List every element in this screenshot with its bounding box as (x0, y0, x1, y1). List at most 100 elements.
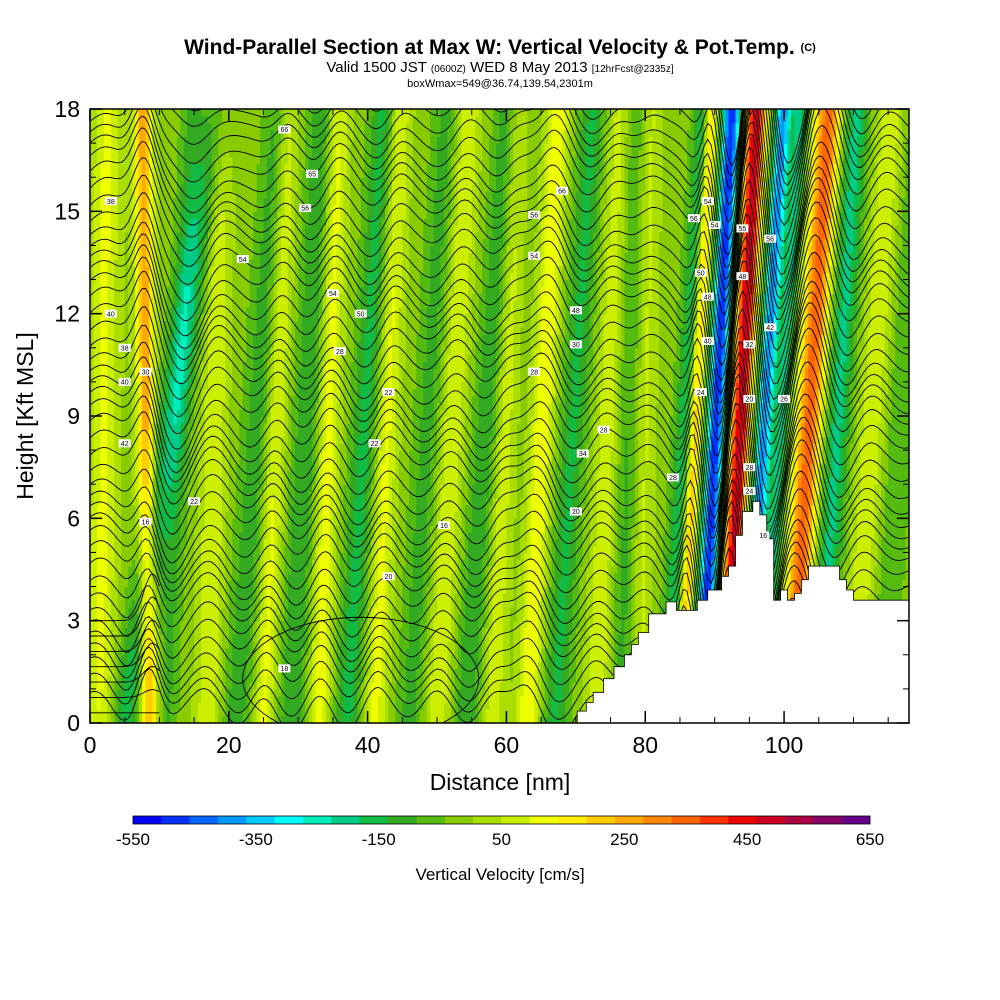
field-cell (412, 675, 417, 683)
field-cell (187, 572, 192, 581)
field-cell (142, 702, 147, 710)
field-cell (100, 661, 105, 670)
field-cell (492, 716, 497, 723)
field-cell (319, 682, 324, 690)
field-cell (131, 668, 136, 676)
field-cell (475, 695, 480, 704)
field-cell (183, 702, 188, 710)
field-cell (447, 709, 452, 717)
field-cell (90, 682, 95, 690)
field-cell (596, 641, 601, 649)
field-cell (454, 613, 459, 622)
field-cell (499, 620, 504, 629)
field-cell (409, 668, 414, 676)
field-cell (228, 668, 233, 676)
field-cell (391, 654, 396, 663)
field-cell (499, 654, 504, 663)
field-cell (367, 709, 372, 717)
field-cell (176, 613, 181, 622)
field-cell (207, 593, 213, 601)
field-cell (357, 647, 362, 656)
field-cell (360, 641, 365, 649)
field-cell (332, 641, 337, 649)
field-cell (201, 647, 206, 656)
field-cell (391, 579, 396, 588)
field-cell (322, 600, 327, 608)
field-cell (405, 661, 410, 670)
field-cell (107, 695, 112, 704)
field-cell (471, 654, 476, 663)
field-cell (555, 600, 560, 608)
field-cell (336, 675, 341, 683)
field-cell (90, 593, 95, 601)
field-cell (273, 675, 278, 683)
field-cell (145, 586, 150, 594)
field-cell (235, 661, 240, 670)
field-cell (280, 654, 285, 663)
field-cell (152, 627, 157, 635)
field-cell (180, 600, 185, 608)
field-cell (280, 682, 285, 690)
field-cell (201, 661, 206, 670)
field-cell (343, 661, 348, 670)
field-cell (405, 613, 410, 622)
field-cell (315, 634, 320, 642)
field-cell (534, 668, 539, 676)
field-cell (600, 682, 605, 690)
field-cell (537, 647, 542, 656)
field-cell (482, 709, 487, 717)
field-cell (291, 654, 296, 663)
field-cell (291, 695, 296, 704)
field-cell (204, 607, 209, 615)
field-cell (346, 600, 351, 608)
field-cell (405, 641, 410, 649)
field-cell (336, 634, 341, 642)
field-cell (159, 709, 164, 717)
field-cell (558, 688, 563, 697)
field-cell (614, 613, 619, 622)
field-cell (905, 586, 909, 594)
field-cell (617, 641, 622, 649)
field-cell (537, 654, 542, 663)
field-cell (319, 620, 324, 629)
field-cell (378, 716, 383, 723)
field-cell (159, 586, 164, 594)
field-cell (388, 647, 393, 656)
field-cell (614, 647, 619, 656)
field-cell (513, 716, 518, 723)
field-cell (870, 586, 875, 594)
field-cell (301, 634, 306, 642)
field-cell (103, 641, 108, 649)
field-cell (249, 586, 254, 594)
field-cell (516, 586, 521, 594)
field-cell (284, 688, 289, 697)
field-cell (423, 695, 428, 704)
field-cell (145, 702, 150, 710)
field-cell (520, 661, 525, 670)
field-cell (235, 607, 240, 615)
field-cell (423, 647, 428, 656)
field-cell (600, 641, 605, 649)
field-cell (194, 634, 199, 642)
field-cell (329, 675, 334, 683)
field-cell (100, 627, 105, 635)
field-cell (541, 620, 546, 629)
field-cell (437, 695, 442, 704)
field-cell (655, 579, 660, 588)
field-cell (395, 627, 400, 635)
field-cell (315, 688, 320, 697)
field-cell (555, 654, 560, 663)
field-cell (353, 593, 358, 601)
field-cell (270, 654, 275, 663)
field-cell (228, 620, 233, 629)
field-cell (454, 600, 459, 608)
field-cell (336, 613, 341, 622)
field-cell (173, 620, 178, 629)
field-cell (548, 593, 553, 601)
field-cell (572, 627, 577, 635)
field-cell (159, 695, 164, 704)
field-cell (124, 627, 129, 635)
field-cell (173, 661, 178, 670)
field-cell (239, 579, 244, 588)
field-cell (312, 654, 317, 663)
